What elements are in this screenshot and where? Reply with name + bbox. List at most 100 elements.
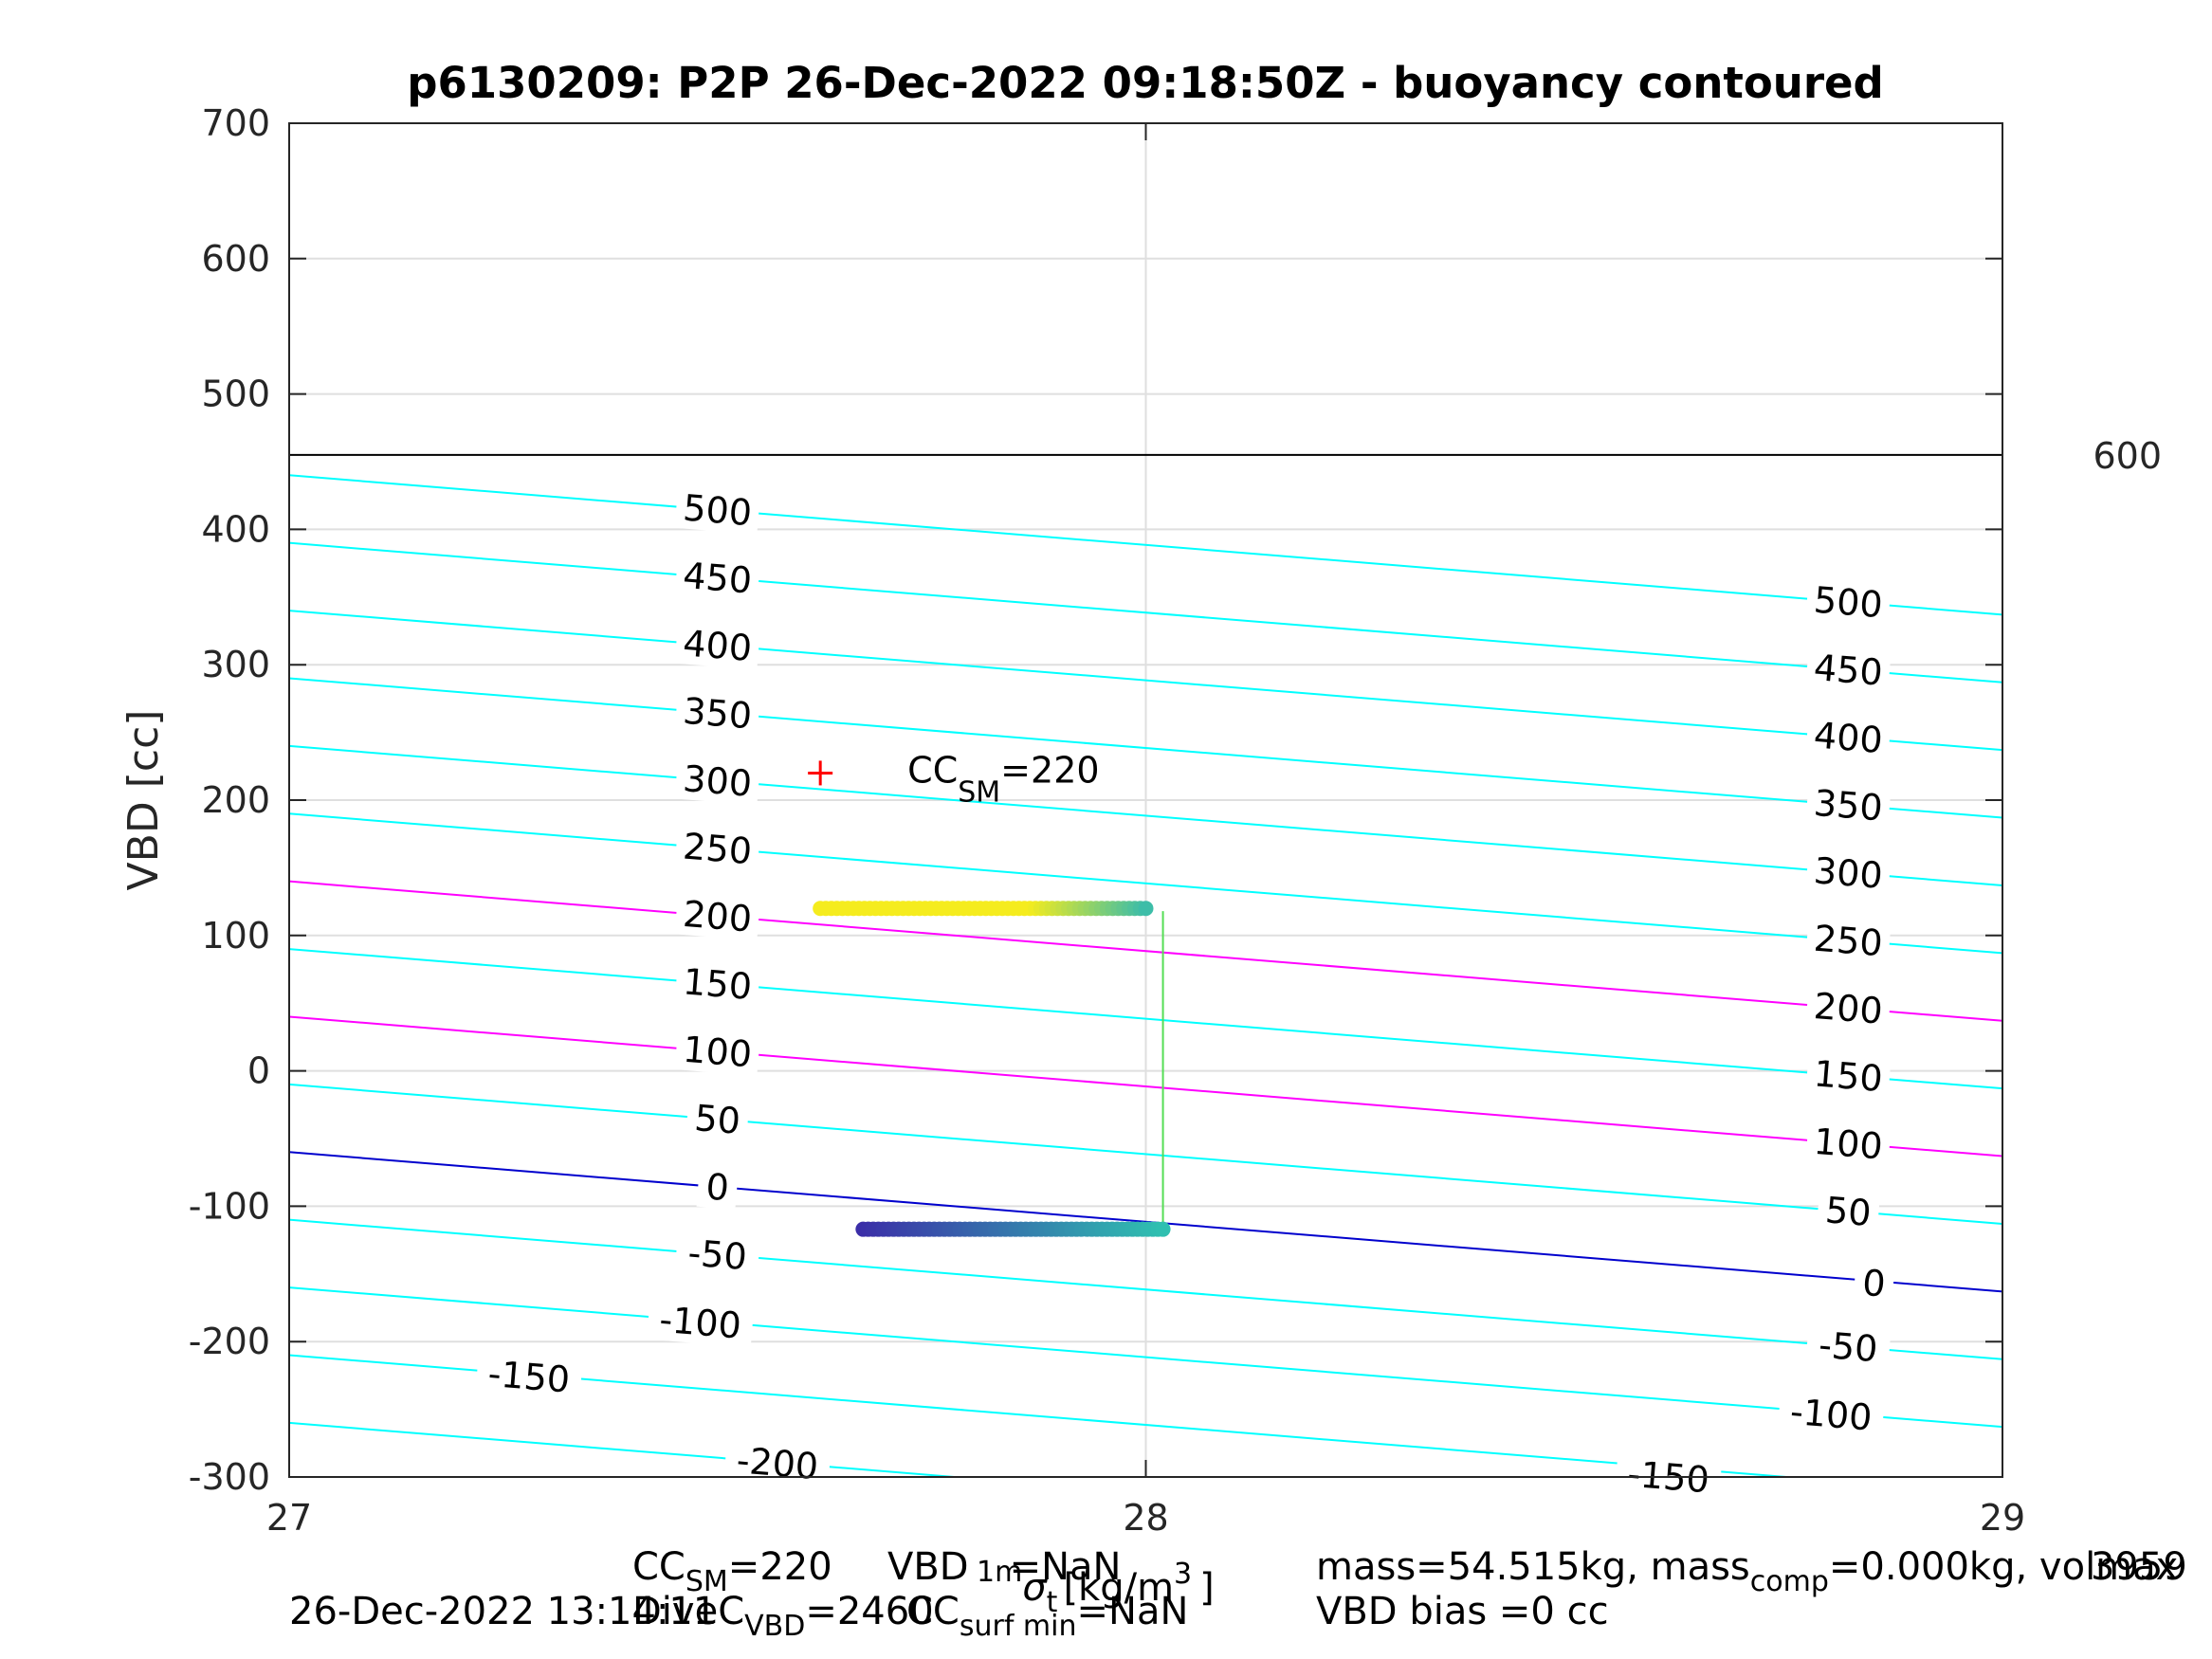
contour-line xyxy=(289,812,2002,955)
y-tick-label: 600 xyxy=(201,238,270,280)
contour-label-bg xyxy=(1777,1389,1885,1440)
contour-line xyxy=(289,1218,2002,1360)
contour-line xyxy=(289,610,2002,752)
contour-label: -150 xyxy=(486,1353,572,1401)
x-axis-label: 1mσt [kg/m3] xyxy=(977,1556,1215,1619)
contour-label: 50 xyxy=(1823,1189,1873,1234)
y-tick-label: -300 xyxy=(189,1456,270,1498)
contour-label-bg xyxy=(674,1028,760,1077)
y-axis-label: VBD [cc] xyxy=(119,710,168,891)
contour-label: 0 xyxy=(704,1165,731,1209)
contour-label: 350 xyxy=(1812,782,1884,830)
contour-label-bg xyxy=(1816,1188,1881,1235)
contour-label-bg xyxy=(1805,578,1892,627)
contour-label: 200 xyxy=(1812,985,1884,1032)
contour-label-bg xyxy=(1805,1120,1892,1169)
contour-line xyxy=(289,1421,967,1477)
contour-line xyxy=(289,948,2002,1090)
contour-line xyxy=(289,474,2002,616)
contour-label: 400 xyxy=(1812,714,1884,761)
contour-label: 450 xyxy=(1812,647,1884,694)
contour-label-backgrounds xyxy=(475,485,1895,1503)
contour-line xyxy=(289,1015,2002,1158)
footer-mass: mass=54.515kg, masscomp=0.000kg, volmax xyxy=(1316,1545,2178,1598)
y-tick-label: 400 xyxy=(201,508,270,550)
y-tick-label: 100 xyxy=(201,915,270,957)
y-tick-label: 700 xyxy=(201,102,270,144)
contour-label: -100 xyxy=(658,1299,743,1347)
contour-line xyxy=(289,1083,2002,1225)
contour-label: 150 xyxy=(682,960,754,1008)
contour-line xyxy=(289,677,2002,819)
contour-label-bg xyxy=(674,554,760,603)
contour-label-bg xyxy=(674,824,760,873)
contour-label: 50 xyxy=(693,1097,742,1142)
contour-label-bg xyxy=(1805,646,1892,695)
footer-cc-surf-min: CCsurf min=NaN xyxy=(906,1590,1188,1643)
contour-label: 200 xyxy=(682,893,754,940)
contour-label-bg xyxy=(686,1096,750,1143)
contour-label: 500 xyxy=(682,487,754,535)
contour-label-bg xyxy=(1805,713,1892,762)
contour-label-bg xyxy=(674,757,760,806)
contour-label: -100 xyxy=(1789,1391,1874,1439)
climb-point xyxy=(1138,901,1154,917)
x-ticks: 27 28 29 xyxy=(266,123,2025,1539)
contour-line xyxy=(289,744,2002,886)
y-tick-label: -100 xyxy=(189,1185,270,1227)
contour-label: 100 xyxy=(682,1029,754,1076)
contour-label: 300 xyxy=(1812,849,1884,897)
contour-label-bg xyxy=(1805,1322,1892,1372)
contour-label-bg xyxy=(1805,984,1892,1033)
contour-label-bg xyxy=(674,621,760,670)
contour-label-bg xyxy=(1853,1261,1895,1306)
contour-line xyxy=(289,1286,2002,1429)
contour-label-bg xyxy=(674,1231,760,1280)
footer-divec: DiveCVBD=2460 xyxy=(632,1590,934,1643)
contour-label: 300 xyxy=(682,757,754,805)
y-tick-label: 300 xyxy=(201,644,270,685)
contour-label: 0 xyxy=(1861,1262,1888,1305)
contour-label-bg xyxy=(1805,848,1892,898)
contour-label: -50 xyxy=(686,1231,748,1278)
contour-label: 150 xyxy=(1812,1052,1884,1100)
contour-line xyxy=(289,1151,2002,1293)
y-tick-label: 0 xyxy=(247,1050,270,1092)
contour-label-bg xyxy=(647,1297,755,1348)
contour-label: 350 xyxy=(682,690,754,738)
contour-label-bg xyxy=(674,892,760,941)
contour-label: 100 xyxy=(1812,1121,1884,1168)
contour-labels: 500450400350300250200150100500-50-100-15… xyxy=(486,487,1887,1502)
contour-label-bg xyxy=(674,689,760,738)
contour-line xyxy=(289,880,2002,1022)
cc-sm-marker: CCSM=220 xyxy=(808,749,1100,809)
contour-label: 250 xyxy=(682,826,754,873)
trajectory xyxy=(813,901,1171,1237)
chart-title: p6130209: P2P 26-Dec-2022 09:18:50Z - bu… xyxy=(407,58,1884,108)
max-vbd-label: 600 xyxy=(2093,435,2162,477)
contour-label-bg xyxy=(674,959,760,1009)
footer-vbd-bias: VBD bias =0 cc xyxy=(1316,1590,1609,1633)
contour-line xyxy=(289,541,2002,684)
footer-timestamp: 26-Dec-2022 13:14:11 xyxy=(289,1590,717,1633)
y-tick-label: 200 xyxy=(201,779,270,821)
contour-label-bg xyxy=(1805,781,1892,830)
footer-ccsm: CCSM=220 xyxy=(632,1545,832,1598)
contour-label-bg xyxy=(696,1164,739,1210)
dive-point xyxy=(1155,1221,1171,1237)
contour-label: 400 xyxy=(682,622,754,669)
footer-right-code: 3959 xyxy=(2091,1545,2187,1589)
footer-vbd: VBD =NaN xyxy=(887,1545,1121,1589)
contour-label-bg xyxy=(475,1351,583,1402)
contour-label-bg xyxy=(674,485,760,535)
contour-label-bg xyxy=(1805,1051,1892,1101)
contour-label: 500 xyxy=(1812,579,1884,627)
contour-label-bg xyxy=(723,1438,832,1489)
contour-label: 250 xyxy=(1812,918,1884,965)
y-tick-label: 500 xyxy=(201,374,270,415)
x-tick-label: 28 xyxy=(1123,1497,1168,1539)
contour-label: -50 xyxy=(1818,1323,1879,1370)
contour-label-bg xyxy=(1805,917,1892,965)
